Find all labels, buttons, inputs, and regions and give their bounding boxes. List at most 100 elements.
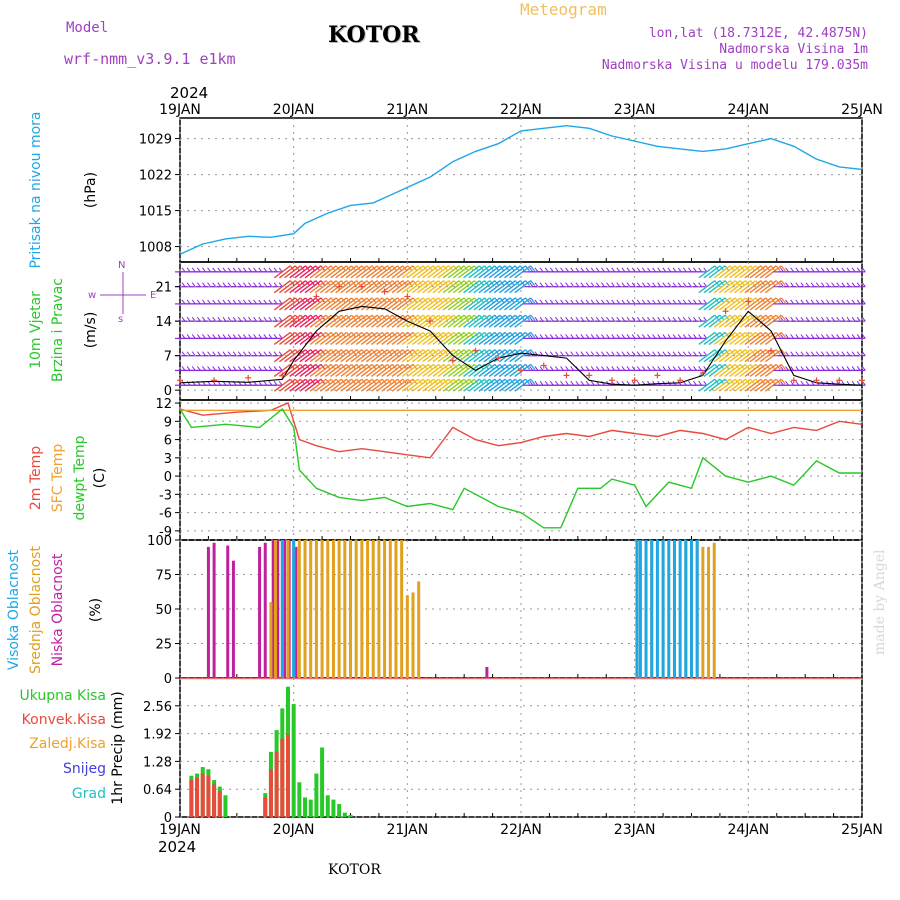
wind-barb-flag	[790, 380, 795, 386]
wind-barb-flag	[263, 366, 268, 371]
wind-barb	[319, 378, 337, 392]
wind-barb	[744, 280, 762, 294]
precip-legend-item: Ukupna Kisa	[19, 688, 106, 704]
wind-barb-flag	[248, 316, 252, 322]
wind-barb-flag	[263, 351, 268, 356]
wind-barb	[754, 349, 772, 363]
wind-barb-flag	[693, 380, 697, 386]
wind-barb-flag	[181, 334, 186, 339]
wind-barb	[493, 297, 511, 311]
precip-axis-label: 1hr Precip (mm)	[110, 691, 126, 804]
wind-barb	[406, 331, 424, 345]
wind-barb	[504, 314, 521, 328]
wind-barb	[723, 314, 741, 328]
ytick-label: 7	[164, 350, 172, 365]
wind-barb-flag	[703, 267, 708, 273]
wind-barb	[713, 297, 731, 311]
wind-barb-flag	[196, 366, 201, 371]
ytick-label: 50	[155, 603, 172, 618]
wind-barb	[514, 314, 532, 328]
wind-barb	[729, 363, 746, 377]
precip-legend-item: Grad	[72, 786, 106, 802]
wind-barb-flag	[846, 282, 851, 287]
wind-barb	[498, 280, 516, 294]
wind-barb	[325, 378, 342, 392]
wind-barb	[759, 363, 777, 377]
wind-barb	[458, 297, 475, 311]
wind-barb-flag	[861, 366, 866, 371]
wind-barb-flag	[560, 380, 564, 386]
wind-barb-flag	[242, 316, 247, 322]
wind-barb-flag	[268, 267, 273, 273]
wind-barb-flag	[273, 282, 278, 287]
wind-barb-flag	[606, 299, 610, 305]
cloud-bar-mid_cloud	[320, 540, 324, 678]
wind-barb	[350, 331, 368, 345]
wind-barb	[734, 265, 752, 279]
wind-barb	[718, 363, 736, 377]
wind-barb-flag	[861, 380, 866, 386]
wind-barb-flag	[217, 334, 222, 339]
precip-bar-total_precip	[303, 797, 308, 817]
wind-barb	[350, 363, 368, 377]
wind-barb-flag	[851, 282, 856, 287]
wind-barb	[335, 363, 353, 377]
compass-s: s	[118, 314, 123, 325]
precip-bar-conv_precip	[274, 751, 279, 817]
wind-barb-flag	[641, 366, 646, 371]
wind-barb	[360, 331, 378, 345]
wind-barb	[381, 297, 399, 311]
wind-barb	[744, 331, 762, 345]
wind-barb	[335, 265, 353, 279]
wind-barb-flag	[851, 351, 856, 356]
wind-barb	[355, 363, 373, 377]
wind-barb	[294, 280, 312, 294]
wind-barb-flag	[217, 366, 222, 371]
wind-barb	[309, 265, 327, 279]
wind-barb-flag	[217, 267, 222, 273]
wind-barb	[442, 331, 460, 345]
xtick-top-label: 22JAN	[500, 102, 542, 118]
wind-barb	[437, 378, 455, 392]
wind-barb-flag	[186, 351, 191, 356]
wind-barb-flag	[672, 334, 677, 339]
wind-barb	[314, 280, 332, 294]
wind-barb-flag	[565, 282, 570, 287]
wind-barb-flag	[539, 334, 544, 339]
wind-barb	[703, 314, 721, 328]
wind-barb-flag	[667, 366, 672, 371]
wind-barb	[340, 265, 358, 279]
wind-barb-flag	[626, 299, 631, 305]
ytick-label: 75	[155, 569, 172, 584]
wind-barb	[514, 378, 532, 392]
wind-barb-flag	[810, 351, 815, 356]
precip-bar-conv_precip	[189, 780, 194, 817]
wind-barb-flag	[268, 366, 273, 371]
wind-barb	[509, 378, 527, 392]
wind-barb-flag	[207, 267, 211, 273]
wind-barb	[764, 297, 782, 311]
wind-barb	[365, 280, 383, 294]
high-cloud-axis-label: Visoka Oblacnost	[6, 549, 22, 670]
wind-barb	[509, 297, 527, 311]
wind-barb-flag	[611, 267, 616, 273]
wind-barb	[289, 378, 307, 392]
wind-barb-flag	[810, 366, 815, 371]
wind-barb-flag	[672, 366, 677, 371]
wind-barb-flag	[534, 334, 539, 339]
wind-barb	[514, 297, 532, 311]
wind-barb	[309, 280, 327, 294]
wind-barb	[504, 280, 521, 294]
wind-barb-flag	[554, 366, 559, 371]
wind-barb-flag	[703, 351, 708, 356]
wind-barb	[304, 349, 322, 363]
wind-barb	[713, 363, 731, 377]
wind-barb-flag	[861, 267, 866, 273]
ytick-label: 0.64	[143, 783, 172, 798]
wind-barb	[749, 331, 767, 345]
wind-barb	[422, 297, 440, 311]
wind-barb-flag	[672, 299, 677, 305]
wind-barb	[713, 378, 731, 392]
wind-barb-flag	[641, 351, 646, 356]
wind-barb	[278, 297, 296, 311]
